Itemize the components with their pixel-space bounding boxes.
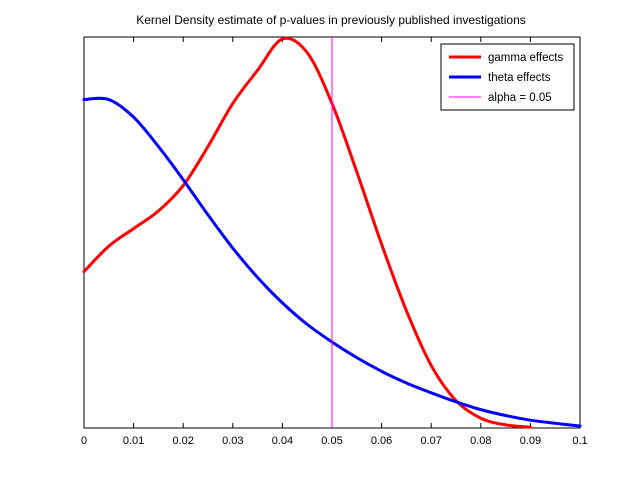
- x-tick-label: 0.01: [123, 435, 144, 447]
- chart-title: Kernel Density estimate of p-values in p…: [136, 13, 526, 27]
- x-tick-label: 0: [81, 435, 87, 447]
- x-tick-label: 0.05: [321, 435, 342, 447]
- x-tick-label: 0.02: [172, 435, 193, 447]
- x-tick-label: 0.03: [222, 435, 243, 447]
- legend: gamma effects theta effects alpha = 0.05: [440, 43, 575, 111]
- legend-label: alpha = 0.05: [488, 92, 552, 104]
- legend-label: gamma effects: [488, 52, 563, 64]
- x-tick-label: 0.1: [572, 435, 587, 447]
- x-tick-label: 0.06: [371, 435, 392, 447]
- series-layer: [82, 36, 582, 429]
- legend-label: theta effects: [488, 72, 551, 84]
- x-tick-label: 0.09: [520, 435, 541, 447]
- x-tick-label: 0.04: [272, 435, 293, 447]
- x-tick-label: 0.07: [420, 435, 441, 447]
- x-tick-label: 0.08: [470, 435, 491, 447]
